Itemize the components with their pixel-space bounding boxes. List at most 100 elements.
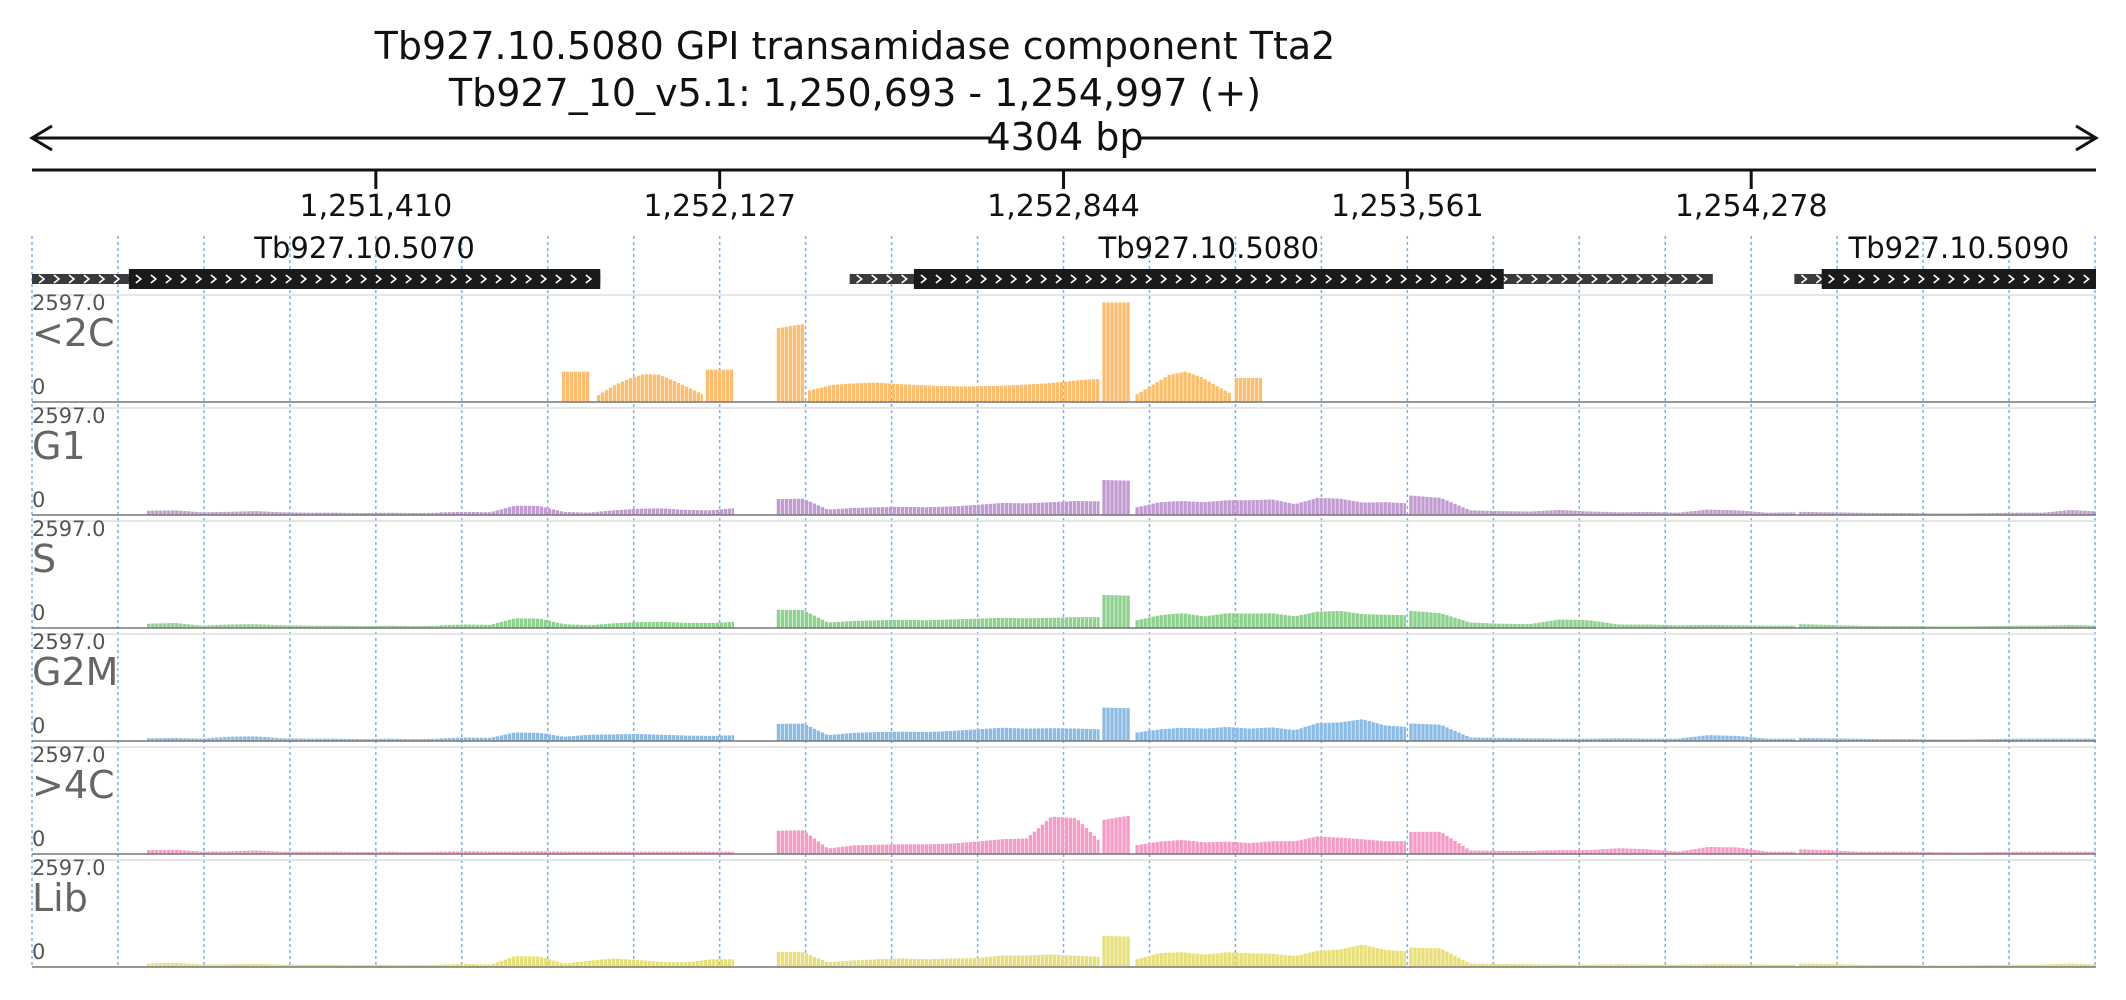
coverage-bar — [643, 960, 648, 967]
coverage-bar — [1749, 737, 1753, 741]
coverage-bar — [1032, 502, 1037, 515]
coverage-bar — [575, 851, 580, 854]
strand-arrow — [1055, 274, 1063, 284]
coverage-bar — [467, 737, 472, 741]
strand-arrow — [113, 274, 121, 284]
coverage-bar — [648, 374, 653, 402]
coverage-bar — [2039, 851, 2043, 854]
coverage-bar — [1765, 512, 1769, 515]
coverage-bar — [2063, 738, 2067, 741]
coverage-bar — [1757, 850, 1761, 854]
coverage-bar — [1211, 383, 1215, 402]
coverage-bar — [1585, 620, 1589, 628]
coverage-bar — [1733, 510, 1737, 515]
coverage-bar — [279, 625, 283, 628]
coverage-bar — [1036, 728, 1041, 741]
coverage-bar — [2015, 964, 2019, 967]
span-arrow: 4304 bp — [29, 115, 2099, 159]
coverage-bar — [511, 851, 516, 854]
coverage-bar — [479, 851, 484, 854]
coverage-bar — [1967, 513, 1971, 515]
coverage-bar — [1155, 729, 1159, 741]
coverage-bar — [419, 625, 423, 628]
coverage-bar — [680, 384, 685, 402]
coverage-bar — [1589, 738, 1593, 741]
coverage-bar — [239, 850, 243, 854]
coverage-bar — [888, 507, 893, 515]
coverage-bar — [872, 732, 877, 741]
coverage-bar — [295, 964, 299, 967]
coverage-bar — [283, 625, 287, 628]
coverage-bar — [1493, 623, 1497, 628]
coverage-bar — [1681, 964, 1685, 967]
coverage-bar — [784, 609, 789, 628]
coverage-bar — [243, 964, 247, 967]
coverage-bar — [1601, 622, 1605, 628]
coverage-bar — [824, 734, 829, 741]
coverage-bar — [1183, 840, 1187, 854]
strand-arrow — [225, 274, 233, 284]
coverage-bar — [1999, 512, 2003, 515]
coverage-bar — [155, 510, 159, 515]
coverage-bar — [1943, 513, 1947, 515]
coverage-bar — [1083, 379, 1088, 402]
coverage-bar — [2055, 964, 2059, 967]
track-label: S — [32, 537, 56, 581]
coverage-bar — [1637, 964, 1641, 967]
coverage-bar — [1163, 728, 1167, 741]
coverage-bar — [1441, 725, 1445, 741]
coverage-bar — [723, 959, 728, 967]
coverage-bar — [347, 512, 351, 515]
coverage-bar — [1621, 512, 1625, 515]
coverage-bar — [723, 622, 728, 628]
coverage-bar — [1939, 739, 1943, 741]
coverage-bar — [1295, 955, 1299, 967]
coverage-bar — [311, 964, 315, 967]
coverage-bar — [1819, 849, 1823, 854]
coverage-bar — [984, 504, 989, 515]
coverage-bar — [1799, 511, 1803, 515]
coverage-bar — [2015, 738, 2019, 741]
coverage-bar — [976, 841, 981, 854]
coverage-bar — [403, 851, 407, 854]
coverage-bar — [427, 738, 431, 741]
coverage-bar — [431, 625, 435, 628]
coverage-bar — [443, 738, 448, 741]
coverage-bar — [1179, 372, 1183, 402]
coverage-bar — [307, 625, 311, 628]
y-max-label: 2597.0 — [32, 743, 105, 767]
coverage-bar — [932, 959, 937, 967]
coverage-bar — [1729, 964, 1733, 967]
coverage-bar — [1485, 963, 1489, 967]
coverage-bar — [403, 625, 407, 628]
coverage-bar — [581, 371, 586, 402]
coverage-bar — [1187, 728, 1191, 741]
coverage-bar — [1076, 728, 1081, 741]
coverage-bar — [884, 507, 889, 515]
coverage-bar — [1279, 954, 1283, 967]
coverage-bar — [375, 851, 379, 854]
coverage-bar — [1335, 610, 1339, 628]
coverage-bar — [463, 963, 468, 967]
coverage-bar — [820, 619, 825, 628]
coverage-bar — [223, 511, 227, 515]
coverage-bar — [571, 624, 576, 628]
coverage-bar — [1761, 851, 1765, 854]
coverage-bar — [1505, 511, 1509, 515]
coverage-bar — [1187, 840, 1191, 854]
coverage-bar — [427, 964, 431, 967]
strand-arrow — [540, 274, 548, 284]
coverage-bar — [2091, 511, 2095, 515]
coverage-bar — [1749, 849, 1753, 854]
coverage-bar — [303, 738, 307, 741]
coverage-bar — [407, 851, 411, 854]
coverage-bar — [691, 622, 696, 628]
coverage-bar — [619, 509, 624, 515]
coverage-bar — [2067, 624, 2071, 628]
coverage-bar — [1773, 851, 1777, 854]
coverage-bar — [1815, 963, 1819, 967]
coverage-bar — [1773, 738, 1777, 741]
coverage-bar — [1987, 626, 1991, 628]
coverage-bar — [411, 626, 415, 628]
coverage-bar — [2019, 512, 2023, 515]
